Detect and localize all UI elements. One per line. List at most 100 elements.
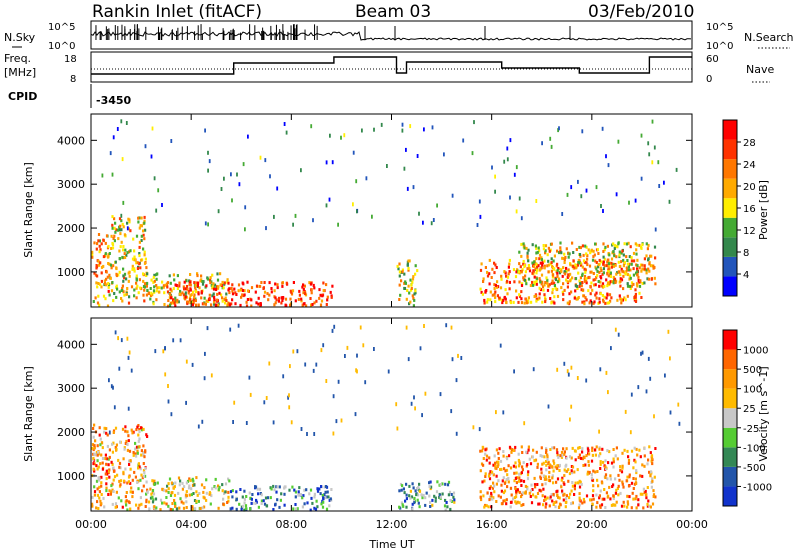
heatmap-cell — [171, 508, 174, 512]
heatmap-cell — [414, 264, 417, 268]
heatmap-cell — [568, 300, 571, 304]
heatmap-cell — [598, 454, 601, 458]
heatmap-cell — [140, 502, 143, 506]
heatmap-cell — [107, 244, 110, 248]
heatmap-cell — [517, 479, 521, 483]
heatmap-cell — [489, 495, 492, 499]
heatmap-cell — [492, 463, 495, 467]
heatmap-cell — [598, 300, 601, 304]
heatmap-cell — [371, 214, 373, 219]
heatmap-cell — [127, 406, 130, 411]
heatmap-cell — [526, 256, 529, 260]
heatmap-cell — [290, 420, 293, 425]
heatmap-cell — [594, 293, 597, 297]
heatmap-cell — [131, 478, 134, 482]
heatmap-cell — [194, 299, 197, 303]
heatmap-cell — [509, 301, 512, 305]
heatmap-cell — [547, 259, 550, 263]
heatmap-cell — [624, 298, 627, 302]
heatmap-cell — [152, 280, 155, 284]
heatmap-cell — [614, 263, 617, 267]
heatmap-cell — [136, 449, 139, 453]
heatmap-cell — [116, 473, 119, 477]
heatmap-cell — [479, 495, 482, 499]
heatmap-cell — [95, 266, 98, 270]
heatmap-cell — [294, 213, 297, 218]
heatmap-cell — [364, 380, 367, 385]
heatmap-cell — [138, 226, 141, 230]
heatmap-cell — [112, 490, 115, 493]
heatmap-cell — [594, 283, 597, 287]
heatmap-cell — [282, 296, 285, 299]
heatmap-cell — [606, 495, 609, 499]
heatmap-cell — [636, 453, 639, 457]
heatmap-cell — [515, 491, 518, 495]
heatmap-cell — [132, 430, 135, 434]
heatmap-cell — [115, 447, 118, 451]
heatmap-cell — [629, 276, 632, 280]
heatmap-cell — [550, 242, 553, 246]
heatmap-cell — [512, 300, 515, 304]
heatmap-cell — [504, 297, 507, 301]
heatmap-cell — [552, 267, 555, 270]
heatmap-cell — [583, 274, 587, 278]
heatmap-cell — [522, 479, 526, 483]
heatmap-cell — [581, 457, 584, 461]
heatmap-cell — [288, 393, 290, 398]
heatmap-cell — [188, 283, 191, 287]
heatmap-cell — [227, 288, 230, 292]
x-axis-ticks: 00:00 04:00 08:00 12:00 16:00 20:00 00:00 — [75, 114, 708, 531]
colorbar-segment — [723, 466, 737, 487]
colorbar-tick-label: -500 — [743, 463, 766, 474]
heatmap-cell — [567, 468, 570, 472]
heatmap-cell — [588, 264, 592, 268]
heatmap-cell — [332, 431, 335, 436]
heatmap-cell — [531, 243, 534, 247]
heatmap-cell — [587, 463, 590, 467]
heatmap-cell — [589, 270, 592, 274]
heatmap-cell — [613, 247, 616, 250]
heatmap-cell — [520, 254, 523, 258]
heatmap-cell — [113, 217, 116, 221]
heatmap-cell — [289, 303, 292, 307]
heatmap-cell — [100, 493, 103, 496]
x-tick-label: 00:00 — [676, 518, 708, 531]
heatmap-cell — [145, 284, 148, 287]
heatmap-cell — [189, 301, 192, 305]
heatmap-cell — [276, 286, 279, 290]
heatmap-cell — [128, 501, 131, 505]
heatmap-cell — [135, 286, 138, 290]
heatmap-cell — [140, 234, 143, 238]
heatmap-cell — [102, 496, 105, 500]
heatmap-cell — [168, 274, 171, 278]
heatmap-cell — [473, 120, 475, 125]
heatmap-cell — [513, 369, 515, 374]
heatmap-cell — [494, 296, 497, 300]
heatmap-cell — [518, 462, 521, 466]
heatmap-cell — [207, 299, 210, 303]
heatmap-cell — [183, 280, 186, 284]
heatmap-cell — [640, 133, 643, 138]
heatmap-cell — [628, 255, 631, 259]
heatmap-cell — [249, 392, 252, 397]
heatmap-cell — [114, 502, 118, 506]
heatmap-cell — [572, 251, 575, 254]
heatmap-cell — [320, 299, 324, 303]
heatmap-cell — [639, 474, 642, 478]
heatmap-cell — [493, 283, 496, 287]
heatmap-cell — [292, 349, 295, 354]
heatmap-cell — [135, 296, 138, 300]
heatmap-cell — [565, 266, 568, 270]
heatmap-cell — [592, 255, 595, 259]
heatmap-cell — [603, 497, 606, 501]
heatmap-cell — [281, 284, 284, 288]
heatmap-cell — [149, 287, 152, 290]
heatmap-cell — [640, 176, 643, 181]
heatmap-cell — [107, 282, 110, 285]
heatmap-cell — [572, 266, 575, 270]
heatmap-cell — [114, 260, 117, 264]
colorbar-tick-label: 500 — [743, 365, 762, 376]
heatmap-cell — [215, 288, 218, 291]
heatmap-cell — [301, 303, 304, 307]
heatmap-cell — [592, 497, 595, 501]
